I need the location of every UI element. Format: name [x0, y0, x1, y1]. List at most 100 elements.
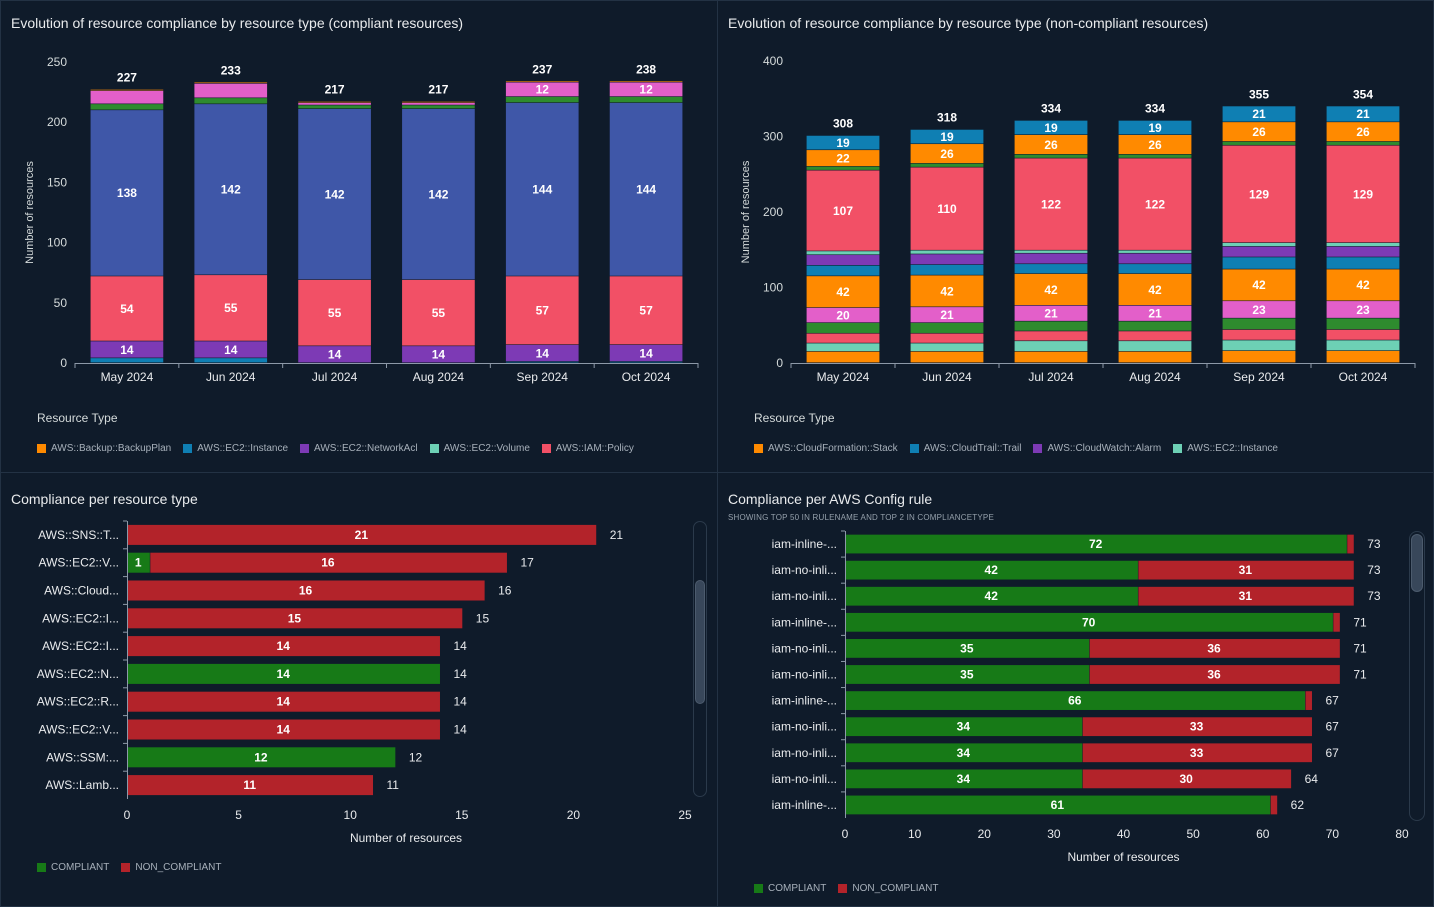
- bar-segment: [1014, 120, 1088, 135]
- total-label: 238: [636, 62, 656, 76]
- bar-segment: [609, 344, 683, 362]
- data-label: 129: [1249, 187, 1269, 201]
- data-label: 144: [532, 183, 552, 197]
- x-tick-label: 0: [124, 808, 131, 822]
- legend-item[interactable]: NON_COMPLIANT: [121, 862, 221, 873]
- y-tick-label: iam-no-inli...: [772, 589, 837, 603]
- scrollbar-thumb[interactable]: [1411, 534, 1423, 592]
- bar-segment: [806, 255, 880, 266]
- x-tick-label: Sep 2024: [1233, 370, 1285, 384]
- bar-segment: [194, 104, 268, 275]
- bar-segment: [1014, 305, 1088, 321]
- total-label: 73: [1367, 537, 1381, 551]
- bar-segment: [1118, 321, 1192, 331]
- total-label: 17: [520, 556, 534, 570]
- legend-item[interactable]: AWS::CloudWatch::Alarm: [1033, 443, 1161, 454]
- bar-segment: [1014, 331, 1088, 341]
- bar-segment: [609, 102, 683, 276]
- total-label: 67: [1325, 746, 1339, 760]
- legend-item[interactable]: AWS::CloudFormation::Stack: [754, 443, 898, 454]
- bar-segment: [402, 102, 475, 105]
- bar-segment: [194, 358, 268, 363]
- y-tick-label: 0: [60, 356, 67, 370]
- legend-item[interactable]: NON_COMPLIANT: [838, 883, 938, 894]
- data-label: 19: [1148, 121, 1162, 135]
- bar-segment: [1089, 665, 1340, 684]
- bar-segment: [194, 83, 268, 98]
- data-label: 42: [985, 563, 999, 577]
- bar-segment: [402, 108, 475, 280]
- bar-segment: [910, 129, 984, 144]
- bar-segment: [1118, 264, 1192, 274]
- bar-segment: [90, 276, 164, 341]
- bar-segment: [846, 665, 1090, 684]
- y-tick-label: 150: [47, 175, 67, 189]
- bar-segment: [806, 343, 880, 352]
- legend-label: AWS::EC2::NetworkAcl: [314, 443, 418, 454]
- bar-segment: [910, 275, 984, 307]
- x-tick-label: 60: [1256, 827, 1270, 841]
- y-tick-label: AWS::EC2::V...: [39, 723, 119, 737]
- legend-label: NON_COMPLIANT: [135, 862, 222, 873]
- legend-item[interactable]: AWS::IAM::Policy: [541, 443, 634, 454]
- data-label: 110: [937, 202, 957, 216]
- y-tick-label: AWS::EC2::I...: [42, 611, 119, 625]
- bar-segment: [1222, 145, 1296, 243]
- total-label: 64: [1305, 772, 1319, 786]
- bar-segment: [90, 110, 164, 276]
- total-label: 73: [1367, 589, 1381, 603]
- bar-segment: [298, 102, 371, 105]
- bar-segment: [1222, 242, 1296, 247]
- bar-segment: [1118, 305, 1192, 321]
- compliant-evolution-chart: 0 50 100 150 200 250 Number of resources 14 54 13…: [24, 55, 699, 384]
- data-label: 23: [1252, 303, 1266, 317]
- bar-segment: [806, 150, 880, 167]
- bar-segment: [1082, 743, 1312, 763]
- bar-segment: [128, 747, 396, 768]
- x-tick-label: Sep 2024: [517, 370, 569, 384]
- bar-segment: [1222, 141, 1296, 145]
- data-label: 26: [1148, 138, 1162, 152]
- scrollbar-track[interactable]: [1409, 531, 1425, 821]
- scrollbar-track[interactable]: [693, 521, 707, 797]
- bar-segment: [1222, 329, 1296, 340]
- data-label: 26: [1356, 125, 1370, 139]
- bar-segment: [1118, 158, 1192, 250]
- legend-item[interactable]: AWS::CloudTrail::Trail: [909, 443, 1021, 454]
- y-tick-label: AWS::EC2::I...: [42, 639, 119, 653]
- y-tick-label: iam-no-inli...: [772, 641, 837, 655]
- y-tick-label: 400: [763, 54, 783, 68]
- total-label: 12: [409, 750, 423, 764]
- bar-segment: [298, 105, 371, 109]
- scrollbar-thumb[interactable]: [695, 580, 705, 704]
- bar-segment: [128, 608, 463, 629]
- bar-segment: [1118, 253, 1192, 264]
- bar-segment: [402, 105, 475, 109]
- bar-segment: [806, 170, 880, 251]
- bar-segment: [1326, 246, 1400, 257]
- legend-item[interactable]: COMPLIANT: [37, 862, 109, 873]
- legend-item[interactable]: AWS::EC2::Instance: [1173, 443, 1278, 454]
- y-tick-label: 200: [763, 205, 783, 219]
- bar-segment: [1014, 250, 1088, 253]
- legend-item[interactable]: COMPLIANT: [754, 883, 826, 894]
- total-label: 355: [1249, 87, 1269, 101]
- legend-item[interactable]: AWS::EC2::Instance: [183, 443, 288, 454]
- data-label: 55: [432, 306, 446, 320]
- total-label: 71: [1353, 641, 1367, 655]
- bar-segment: [1326, 141, 1400, 145]
- legend-swatch: [754, 884, 763, 893]
- legend-item[interactable]: AWS::Backup::BackupPlan: [37, 443, 171, 454]
- legend-item[interactable]: AWS::EC2::Volume: [429, 443, 530, 454]
- bar-segment: [128, 580, 485, 601]
- y-axis-label: Number of resources: [740, 160, 752, 263]
- legend-swatch: [1173, 444, 1183, 453]
- bar-segment: [298, 346, 371, 363]
- legend-item[interactable]: AWS::EC2::NetworkAcl: [300, 443, 418, 454]
- x-tick-label: Jun 2024: [922, 370, 972, 384]
- bar-segment: [910, 307, 984, 323]
- bar-segment: [846, 639, 1090, 658]
- data-label: 21: [355, 528, 369, 542]
- bar-segment: [910, 163, 984, 167]
- x-tick-label: Jun 2024: [206, 370, 256, 384]
